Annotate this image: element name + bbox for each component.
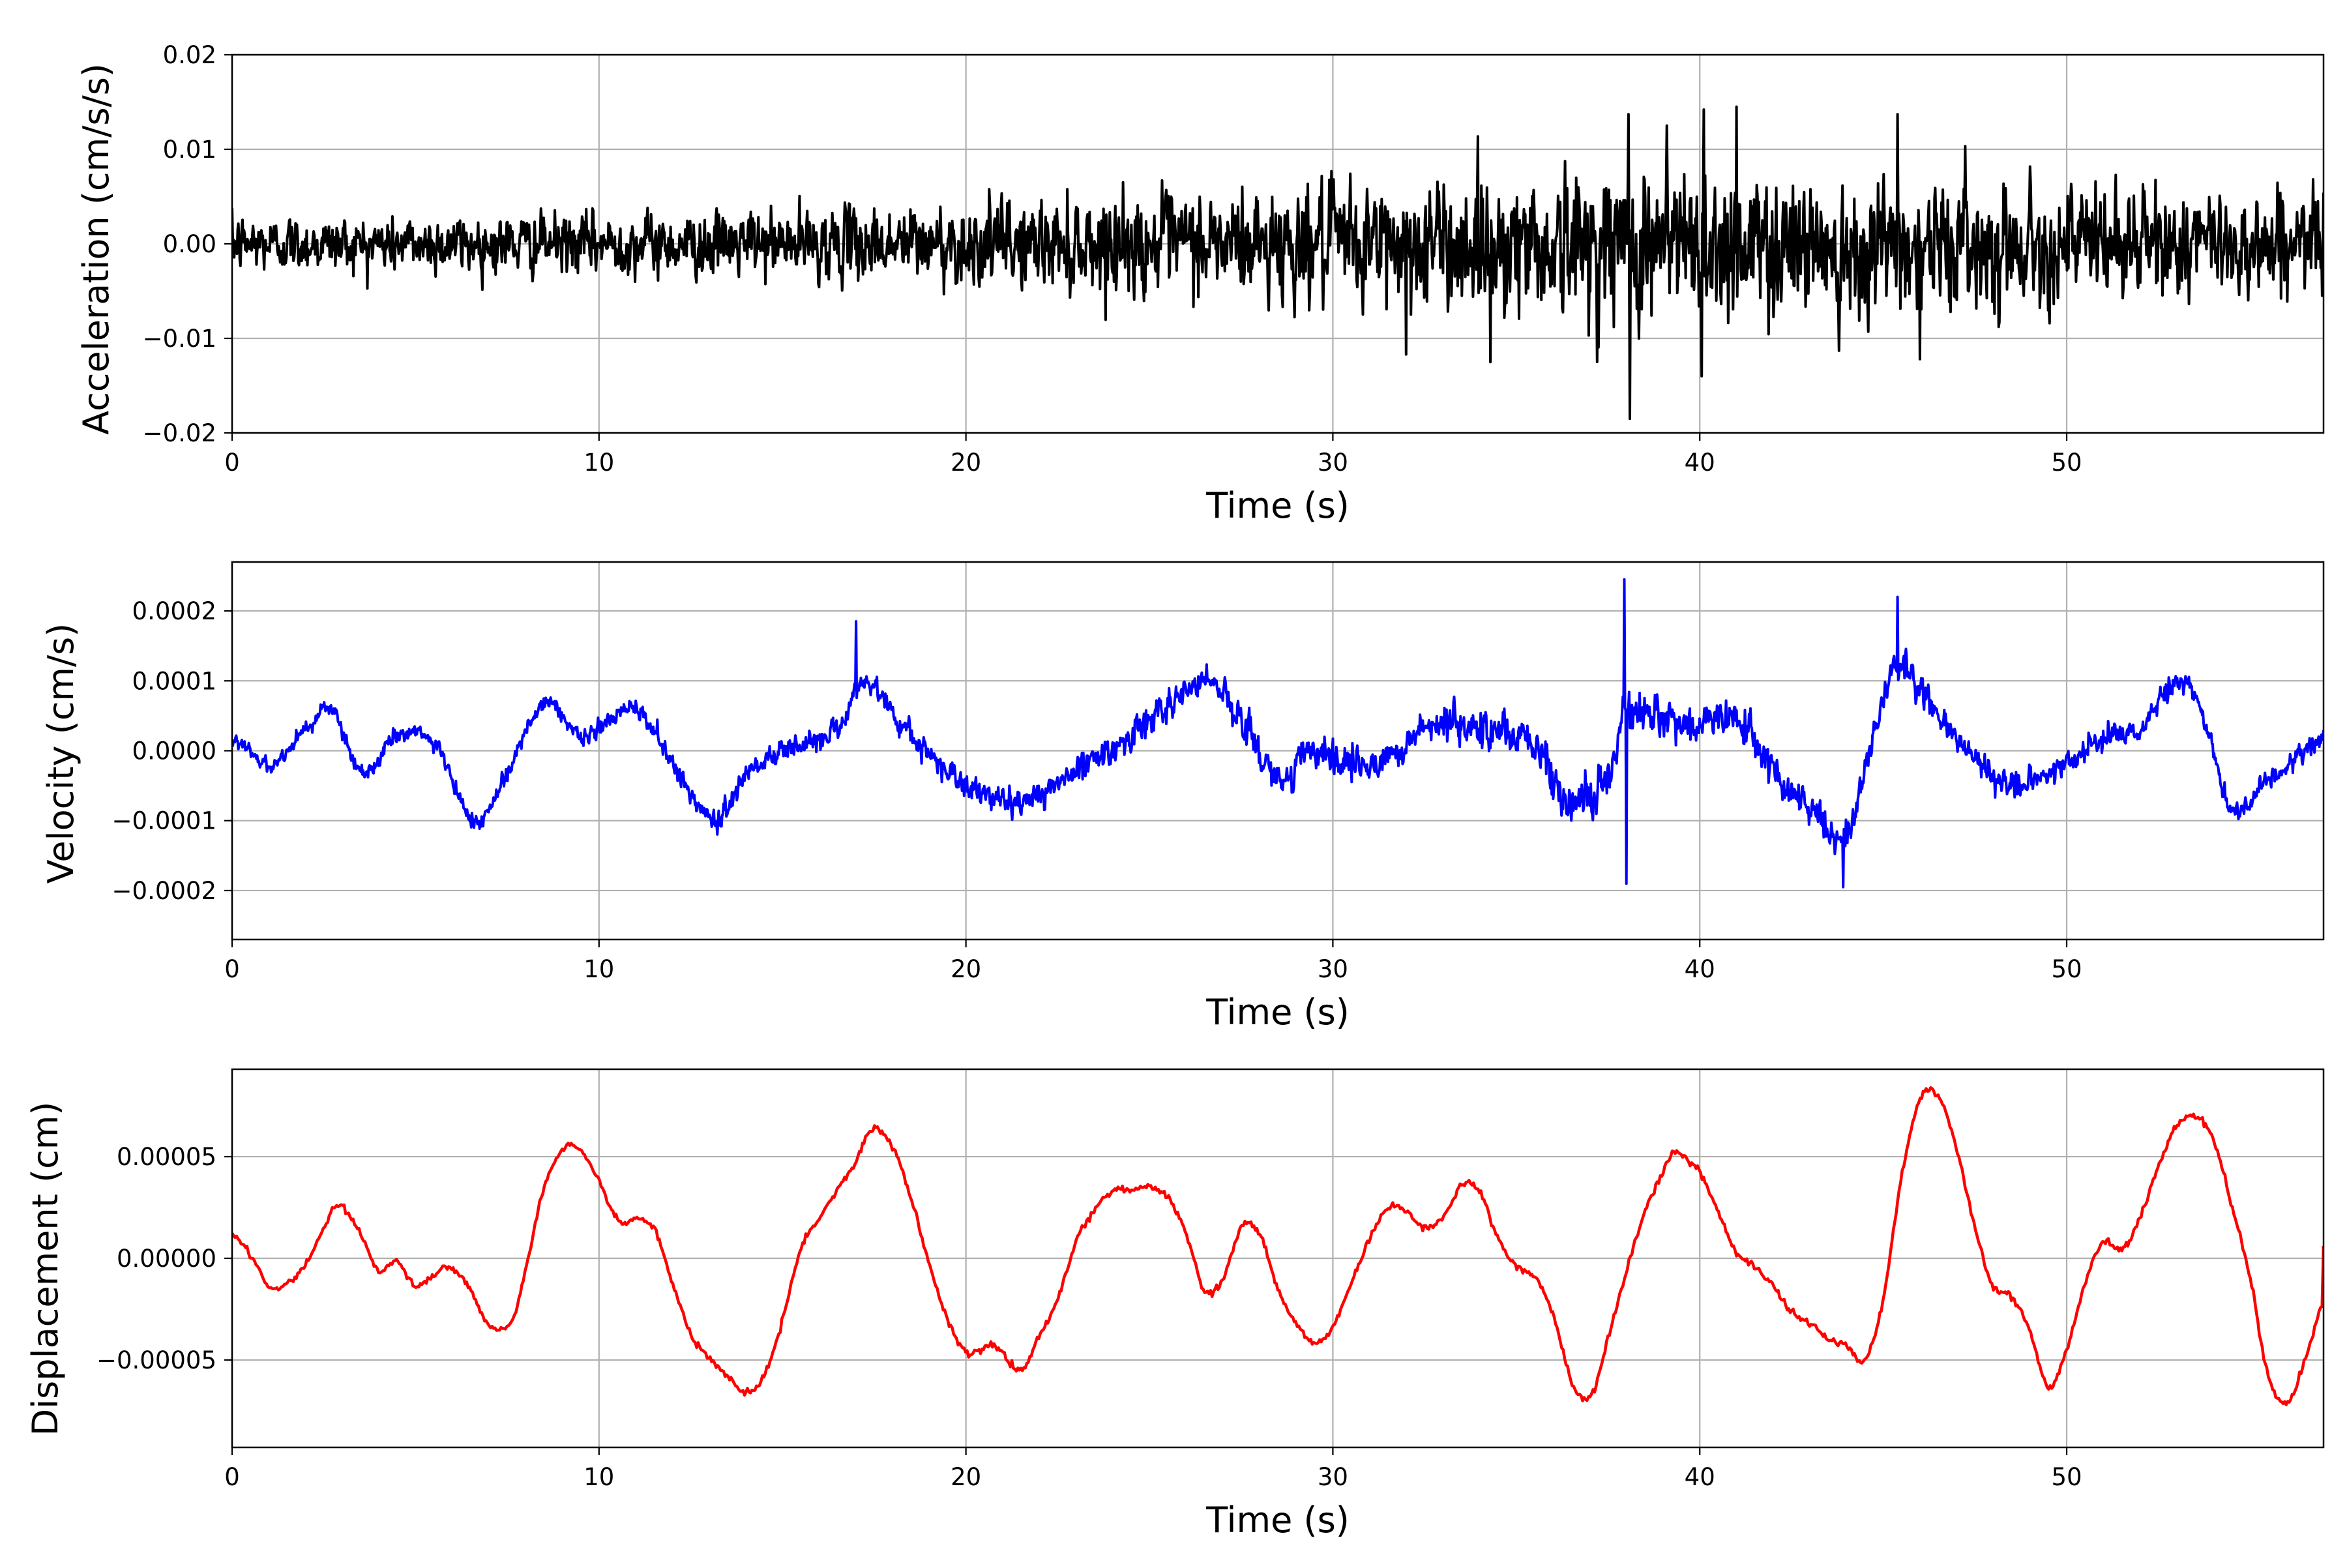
velocity-x-tick-label: 40 (1685, 955, 1715, 983)
acceleration-series-line (232, 105, 2324, 421)
velocity-x-tick-label: 0 (224, 955, 240, 983)
velocity-y-tick-label: 0.0002 (132, 597, 216, 625)
velocity-y-tick-label: −0.0002 (112, 877, 216, 905)
velocity-y-axis-label: Velocity (cm/s) (40, 623, 81, 884)
displacement-x-tick-label: 20 (951, 1463, 981, 1491)
velocity-x-tick-label: 30 (1318, 955, 1348, 983)
acceleration-x-tick-label: 10 (583, 449, 614, 477)
displacement-y-tick-label: 0.00005 (117, 1143, 216, 1171)
displacement-y-tick-label: 0.00000 (117, 1245, 216, 1273)
acceleration-line (232, 105, 2324, 421)
acceleration-x-tick-label: 20 (951, 449, 981, 477)
acceleration-y-tick-label: 0.01 (163, 136, 216, 164)
acceleration-y-ticks: −0.02 −0.01 0.00 0.01 0.02 (143, 41, 232, 447)
displacement-x-tick-label: 30 (1318, 1463, 1348, 1491)
acceleration-x-tick-label: 40 (1685, 449, 1715, 477)
displacement-y-tick-label: −0.00005 (96, 1346, 216, 1374)
acceleration-x-tick-label: 0 (224, 449, 240, 477)
acceleration-x-ticks: 0 10 20 30 40 50 (224, 433, 2082, 477)
acceleration-panel: 0 10 20 30 40 50 −0.02 −0.01 0.00 0.01 0.02 Time … (76, 41, 2325, 526)
acceleration-y-tick-label: −0.01 (143, 325, 216, 353)
velocity-x-tick-label: 50 (2051, 955, 2082, 983)
acceleration-x-tick-label: 30 (1318, 449, 1348, 477)
displacement-y-ticks: −0.00005 0.00000 0.00005 (96, 1143, 232, 1374)
velocity-y-tick-label: −0.0001 (112, 807, 216, 835)
displacement-y-axis-label: Displacement (cm) (25, 1102, 66, 1436)
displacement-x-ticks: 0 10 20 30 40 50 (224, 1447, 2082, 1491)
displacement-grid (231, 1069, 2324, 1447)
displacement-x-tick-label: 50 (2051, 1463, 2082, 1491)
displacement-x-axis-label: Time (s) (1205, 1500, 1350, 1541)
velocity-x-axis-label: Time (s) (1205, 992, 1350, 1033)
velocity-y-tick-label: 0.0001 (132, 667, 216, 695)
velocity-y-tick-label: 0.0000 (132, 737, 216, 765)
displacement-x-tick-label: 10 (583, 1463, 614, 1491)
displacement-x-tick-label: 40 (1685, 1463, 1715, 1491)
velocity-panel: 0 10 20 30 40 50 −0.0002 −0.0001 0.0000 0.0001 0.… (40, 561, 2325, 1033)
acceleration-x-axis-label: Time (s) (1205, 485, 1350, 526)
velocity-x-tick-label: 20 (951, 955, 981, 983)
velocity-x-tick-label: 10 (583, 955, 614, 983)
displacement-panel: 0 10 20 30 40 50 −0.00005 0.00000 0.00005 Time … (25, 1068, 2325, 1541)
velocity-line (232, 578, 2324, 889)
acceleration-y-axis-label: Acceleration (cm/s/s) (76, 63, 117, 435)
acceleration-y-tick-label: −0.02 (143, 419, 216, 447)
velocity-grid (231, 562, 2324, 939)
acceleration-y-tick-label: 0.02 (163, 41, 216, 69)
acceleration-x-tick-label: 50 (2051, 449, 2082, 477)
displacement-line (232, 1086, 2324, 1406)
displacement-series-line (232, 1086, 2324, 1406)
velocity-series-line (232, 578, 2324, 889)
velocity-x-ticks: 0 10 20 30 40 50 (224, 939, 2082, 983)
displacement-x-tick-label: 0 (224, 1463, 240, 1491)
acceleration-y-tick-label: 0.00 (163, 230, 216, 258)
velocity-y-ticks: −0.0002 −0.0001 0.0000 0.0001 0.0002 (112, 597, 232, 905)
